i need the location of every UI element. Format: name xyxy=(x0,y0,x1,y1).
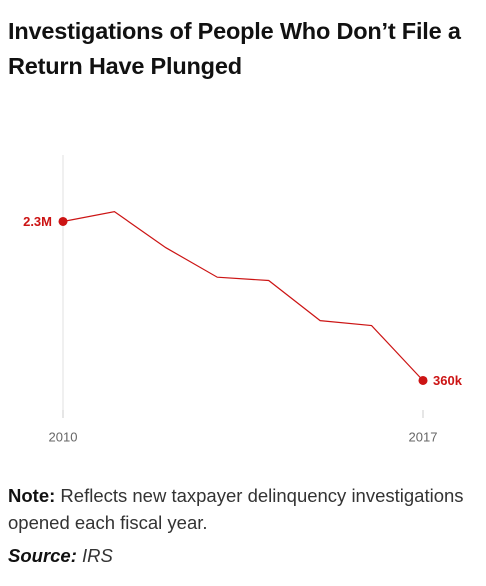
source: Source: IRS xyxy=(8,545,113,567)
line xyxy=(62,211,424,381)
source-text: IRS xyxy=(82,545,113,566)
x-tick-label: 2017 xyxy=(409,429,438,444)
note-text: Reflects new taxpayer delinquency invest… xyxy=(8,485,464,533)
note-label: Note: xyxy=(8,485,56,506)
x-tick-label: 2010 xyxy=(49,429,78,444)
source-label: Source: xyxy=(8,545,77,566)
note: Note: Reflects new taxpayer delinquency … xyxy=(8,482,478,536)
value-label: 360k xyxy=(433,373,463,388)
value-label: 2.3M xyxy=(23,214,52,229)
chart: 2010 2017 2.3M 360k xyxy=(23,155,463,444)
point xyxy=(418,375,428,385)
point xyxy=(58,216,68,226)
chart-title: Investigations of People Who Don’t File … xyxy=(8,18,461,79)
